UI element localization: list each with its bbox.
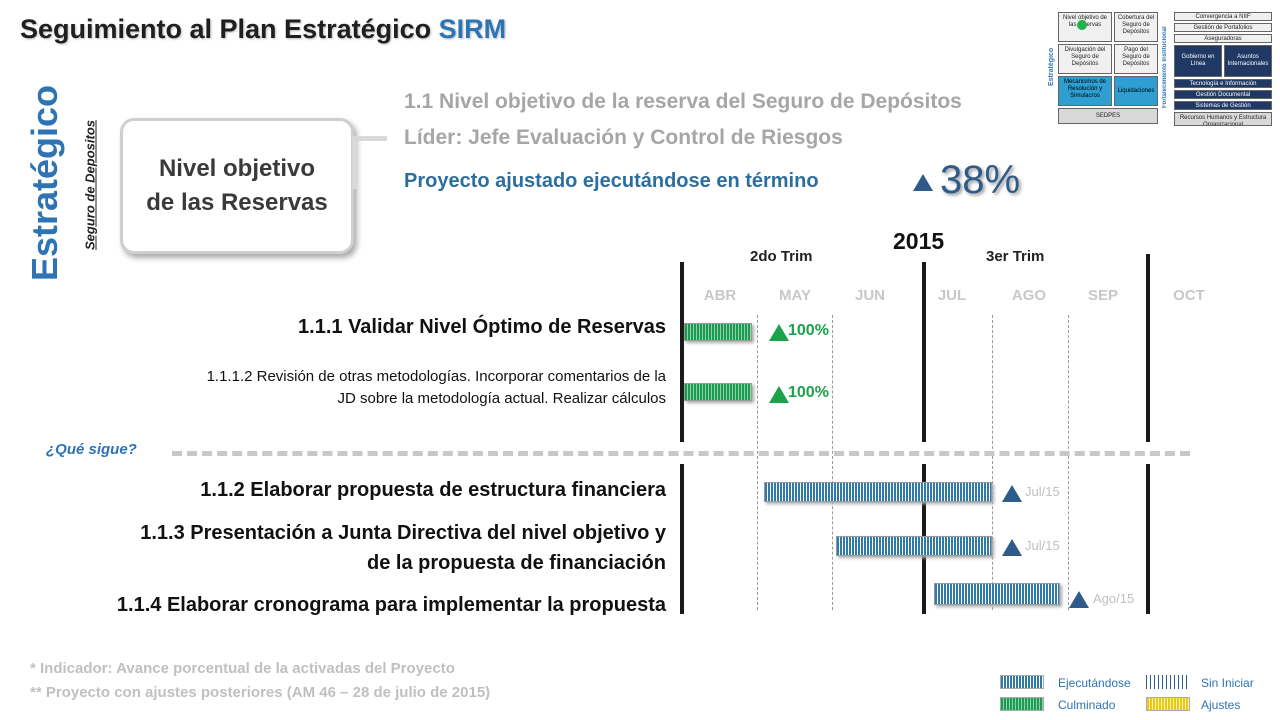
gantt-bar-executing bbox=[934, 583, 1060, 605]
triangle-up-icon bbox=[913, 174, 933, 191]
task-percent: 100% bbox=[788, 322, 829, 339]
minimap-cell-14: Sistemas de Gestión bbox=[1174, 101, 1272, 110]
minimap-side-left: Estratégico bbox=[1048, 12, 1058, 124]
footnote: * Indicador: Avance porcentual de la act… bbox=[30, 660, 455, 677]
triangle-up-icon bbox=[1002, 485, 1022, 502]
page-title: Seguimiento al Plan Estratégico SIRM bbox=[20, 14, 506, 45]
connector-line bbox=[352, 136, 387, 189]
progress-percent: 38% bbox=[940, 158, 1021, 202]
quarter-divider bbox=[680, 464, 684, 614]
task-label-line: 1.1.3 Presentación a Junta Directiva del… bbox=[140, 522, 666, 544]
triangle-up-icon bbox=[769, 324, 789, 341]
status-heading: Proyecto ajustado ejecutándose en términ… bbox=[404, 170, 819, 192]
minimap-cell-11: Asuntos Internacionales bbox=[1224, 45, 1272, 77]
minimap-cell-9: Aseguradoras bbox=[1174, 34, 1272, 43]
project-box: Nivel objetivo de las Reservas bbox=[120, 118, 354, 254]
whats-next-divider bbox=[172, 451, 1190, 456]
minimap-cell-15: Recursos Humanos y Estructura Organizaci… bbox=[1174, 112, 1272, 126]
gantt-bar-finished bbox=[684, 383, 752, 401]
quarter-divider bbox=[1146, 464, 1150, 614]
footnote: ** Proyecto con ajustes posteriores (AM … bbox=[30, 684, 491, 701]
task-label: 1.1.1 Validar Nivel Óptimo de Reservas bbox=[298, 316, 666, 338]
legend-swatch-finished bbox=[1000, 697, 1044, 711]
task-label: 1.1.4 Elaborar cronograma para implement… bbox=[116, 594, 666, 616]
leader-heading: Líder: Jefe Evaluación y Control de Ries… bbox=[404, 126, 843, 149]
legend-label: Ajustes bbox=[1201, 698, 1241, 712]
minimap-cell-10: Gobierno en Línea bbox=[1174, 45, 1222, 77]
trimester-label: 3er Trim bbox=[986, 248, 1045, 265]
minimap-side-right: Fortalecimiento Institucional bbox=[1162, 12, 1172, 124]
legend-swatch-adjustments bbox=[1146, 697, 1190, 711]
minimap-cell-8: Gestión de Portafolios bbox=[1174, 23, 1272, 32]
title-prefix: Seguimiento al Plan Estratégico bbox=[20, 14, 439, 44]
task-label: 1.1.2 Elaborar propuesta de estructura f… bbox=[200, 479, 666, 501]
legend-label: Sin Iniciar bbox=[1201, 676, 1254, 690]
objective-heading: 1.1 Nivel objetivo de la reserva del Seg… bbox=[404, 90, 962, 113]
minimap-cell-3: Pago del Seguro de Depósitos bbox=[1114, 44, 1158, 74]
triangle-up-icon bbox=[1069, 591, 1089, 608]
month-gridline bbox=[1068, 315, 1069, 610]
gantt-bar-finished bbox=[684, 323, 752, 341]
task-label: 1.1.3 Presentación a Junta Directiva del… bbox=[140, 518, 666, 578]
strategic-map-thumbnail: Estratégico Nivel objetivo de las reserv… bbox=[1044, 8, 1274, 128]
triangle-up-icon bbox=[769, 386, 789, 403]
side-label-deposit-insurance-text: Seguro de Depositos bbox=[82, 119, 98, 251]
month-label: JUN bbox=[854, 287, 885, 304]
month-label: MAY bbox=[779, 287, 811, 304]
task-label-line: de la propuesta de financiación bbox=[367, 552, 666, 574]
month-gridline bbox=[832, 315, 833, 610]
month-label: JUL bbox=[937, 287, 967, 304]
title-accent: SIRM bbox=[438, 14, 507, 44]
task-due-date: Ago/15 bbox=[1093, 591, 1135, 606]
task-label: 1.1.1.2 Revisión de otras metodologías. … bbox=[207, 366, 666, 410]
whats-next-label: ¿Qué sigue? bbox=[46, 441, 137, 458]
task-label-line: 1.1.1.2 Revisión de otras metodologías. … bbox=[206, 368, 666, 385]
quarter-divider bbox=[680, 262, 684, 442]
minimap-cell-4: Mecanismos de Resolución y Simulacros bbox=[1058, 76, 1112, 106]
minimap-cell-5: Liquidaciones bbox=[1114, 76, 1158, 106]
minimap-cell-13: Gestión Documental bbox=[1174, 90, 1272, 99]
month-label: SEP bbox=[1087, 287, 1118, 304]
side-label-strategic: Estratégico bbox=[22, 84, 68, 282]
minimap-cell-2: Divulgación del Seguro de Depósitos bbox=[1058, 44, 1112, 74]
triangle-up-icon bbox=[1002, 539, 1022, 556]
task-due-date: Jul/15 bbox=[1025, 484, 1060, 499]
month-gridline bbox=[992, 315, 993, 610]
task-percent: 100% bbox=[788, 384, 829, 401]
month-label: OCT bbox=[1173, 287, 1205, 304]
minimap-cell-6: SEDPES bbox=[1058, 108, 1158, 124]
side-label-strategic-text: Estratégico bbox=[24, 84, 65, 282]
legend-swatch-not-started bbox=[1146, 675, 1190, 689]
legend-label: Ejecutándose bbox=[1058, 676, 1131, 690]
minimap-cell-7: Convergencia a NIIF bbox=[1174, 12, 1272, 21]
gantt-bar-executing bbox=[836, 536, 992, 556]
legend-swatch-executing bbox=[1000, 675, 1044, 689]
month-label: AGO bbox=[1011, 287, 1047, 304]
side-label-deposit-insurance: Seguro de Depositos bbox=[78, 96, 102, 274]
gantt-bar-executing bbox=[764, 482, 992, 502]
month-label: ABR bbox=[703, 287, 737, 304]
legend-label: Culminado bbox=[1058, 698, 1116, 712]
project-box-line2: de las Reservas bbox=[146, 189, 328, 216]
timeline-year: 2015 bbox=[893, 228, 945, 254]
minimap-cell-12: Tecnología e Información bbox=[1174, 79, 1272, 88]
quarter-divider bbox=[1146, 254, 1150, 442]
task-label-line: JD sobre la metodología actual. Realizar… bbox=[337, 389, 667, 407]
month-gridline bbox=[757, 315, 758, 610]
trimester-label: 2do Trim bbox=[750, 248, 813, 265]
minimap-current-dot-icon bbox=[1077, 20, 1087, 30]
quarter-divider bbox=[922, 262, 926, 442]
project-box-line1: Nivel objetivo bbox=[158, 155, 316, 183]
task-due-date: Jul/15 bbox=[1025, 538, 1060, 553]
minimap-cell-1: Cobertura del Seguro de Depósitos bbox=[1114, 12, 1158, 42]
